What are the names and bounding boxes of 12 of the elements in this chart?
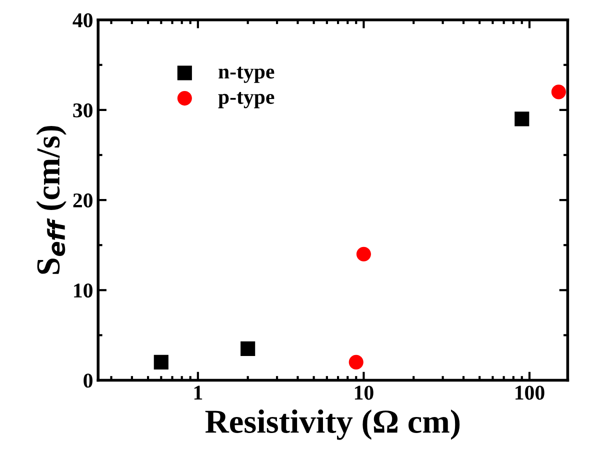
y-axis-title: S$_{eff}$ (cm/s) [36,126,66,274]
y-tick-label: 20 [73,193,92,208]
legend-label: n-type [218,66,274,83]
x-tick-label: 1 [194,386,202,400]
y-tick-label: 40 [72,13,92,28]
y-tick-label: 30 [73,103,92,118]
x-axis-title: Resistivity (Ω cm) [205,410,460,440]
x-tick-label: 100 [516,386,544,400]
y-tick-label: 0 [84,374,92,388]
x-tick-label: 10 [354,386,374,400]
y-tick-label: 10 [74,284,92,298]
legend-label: p-type [218,92,274,108]
